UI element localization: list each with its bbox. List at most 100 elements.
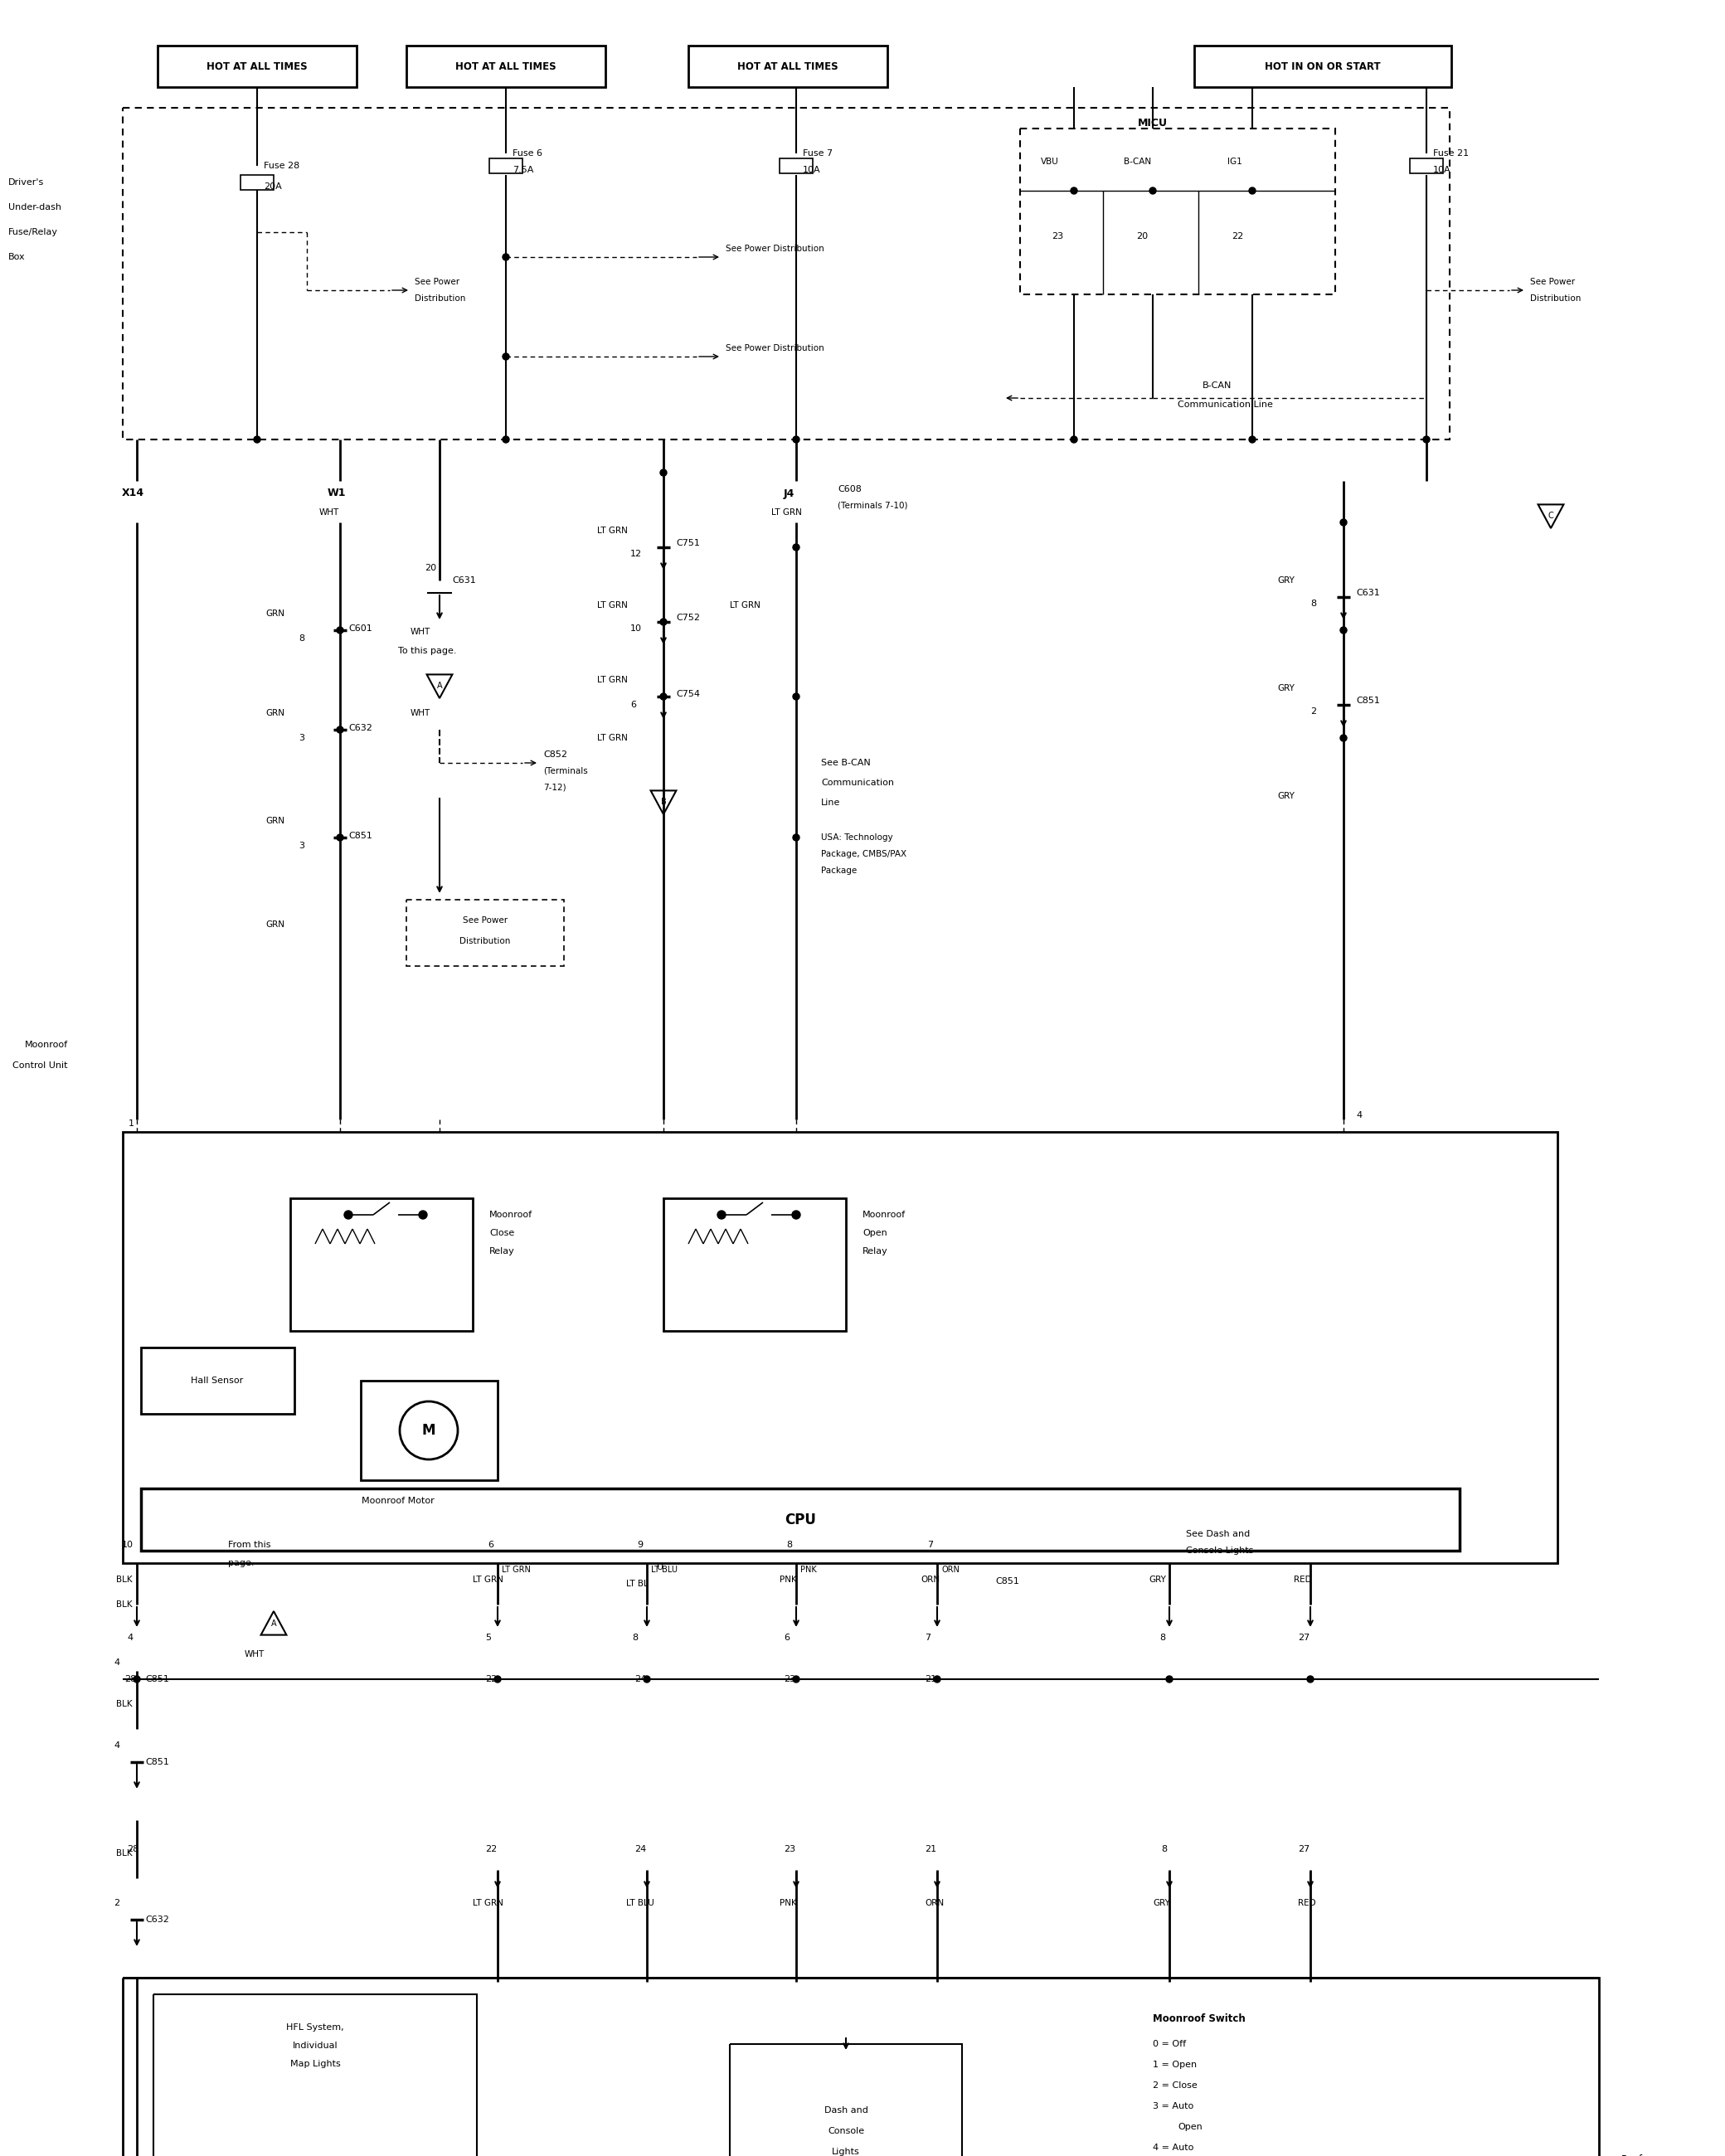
- Text: IG1: IG1: [1228, 157, 1242, 166]
- Text: 24: 24: [635, 1675, 647, 1684]
- Text: See Dash and: See Dash and: [1187, 1531, 1251, 1537]
- Text: Box: Box: [9, 252, 26, 261]
- Circle shape: [661, 470, 668, 476]
- Bar: [490, 157, 523, 172]
- Bar: [1409, 157, 1444, 172]
- Text: Fuse 28: Fuse 28: [264, 162, 300, 170]
- Text: 7: 7: [925, 1634, 930, 1643]
- Text: BLK: BLK: [116, 1699, 133, 1708]
- Text: Individual: Individual: [293, 2042, 338, 2050]
- Text: GRN: GRN: [266, 709, 285, 718]
- Text: LT GRN: LT GRN: [597, 675, 628, 683]
- Text: A: A: [271, 1619, 276, 1628]
- Text: 10: 10: [630, 625, 642, 632]
- Text: C851: C851: [348, 832, 373, 841]
- Circle shape: [1071, 188, 1078, 194]
- Text: GRY: GRY: [1277, 683, 1294, 692]
- Text: 7.5A: 7.5A: [512, 166, 533, 175]
- Text: C851: C851: [145, 1757, 169, 1766]
- Text: Lights: Lights: [831, 2147, 859, 2156]
- Text: 8: 8: [298, 634, 305, 642]
- Text: Fuse 6: Fuse 6: [512, 149, 542, 157]
- Text: Fuse 21: Fuse 21: [1433, 149, 1470, 157]
- Text: ORN: ORN: [925, 1899, 944, 1908]
- Text: WHT: WHT: [411, 709, 431, 718]
- Text: 4: 4: [1356, 1110, 1361, 1119]
- Bar: [688, 45, 887, 86]
- Text: C852: C852: [543, 750, 568, 759]
- Text: Relay: Relay: [490, 1246, 514, 1255]
- Text: 2: 2: [114, 1899, 119, 1908]
- Text: LT GRN: LT GRN: [502, 1565, 531, 1574]
- Circle shape: [1249, 188, 1256, 194]
- Text: LT GRN: LT GRN: [597, 602, 628, 610]
- Circle shape: [336, 834, 343, 841]
- Text: 22: 22: [485, 1675, 497, 1684]
- Text: Dash and: Dash and: [825, 2106, 868, 2115]
- Text: Package: Package: [821, 867, 857, 875]
- Text: MICU: MICU: [1138, 116, 1168, 127]
- Text: WHT: WHT: [245, 1649, 264, 1658]
- Text: 21: 21: [925, 1675, 937, 1684]
- Text: WHT: WHT: [411, 627, 431, 636]
- Circle shape: [502, 354, 509, 360]
- Bar: [780, 157, 812, 172]
- Text: See B-CAN: See B-CAN: [821, 759, 871, 768]
- Text: Fuse/Relay: Fuse/Relay: [9, 229, 59, 237]
- Circle shape: [254, 436, 260, 442]
- Text: C608: C608: [838, 485, 861, 494]
- Text: LT GRN: LT GRN: [597, 733, 628, 742]
- Circle shape: [1308, 1675, 1314, 1682]
- Text: WHT: WHT: [319, 509, 340, 517]
- Text: Close: Close: [490, 1229, 514, 1238]
- Text: 22: 22: [485, 1846, 497, 1854]
- Text: 7-12): 7-12): [543, 783, 566, 791]
- Bar: [407, 45, 605, 86]
- Text: C754: C754: [676, 690, 700, 699]
- Text: USA: Technology: USA: Technology: [821, 834, 894, 841]
- Text: 27: 27: [1297, 1634, 1309, 1643]
- Text: C632: C632: [145, 1915, 169, 1923]
- Text: 22: 22: [1232, 233, 1244, 241]
- Bar: [407, 899, 564, 966]
- Bar: [290, 1199, 473, 1330]
- Text: A: A: [436, 681, 442, 690]
- Text: W1: W1: [328, 487, 347, 498]
- Text: 4: 4: [114, 1742, 119, 1751]
- Text: B-CAN: B-CAN: [1202, 382, 1232, 390]
- Text: Fuse 7: Fuse 7: [802, 149, 833, 157]
- Text: Moonroof Motor: Moonroof Motor: [362, 1496, 435, 1505]
- Circle shape: [794, 543, 799, 550]
- Circle shape: [345, 1212, 352, 1218]
- Text: Open: Open: [1178, 2124, 1202, 2130]
- Text: HOT AT ALL TIMES: HOT AT ALL TIMES: [737, 60, 838, 71]
- Text: C751: C751: [676, 539, 700, 548]
- Text: U: U: [657, 1563, 664, 1572]
- Text: Map Lights: Map Lights: [290, 2059, 340, 2068]
- Text: Package, CMBS/PAX: Package, CMBS/PAX: [821, 849, 907, 858]
- Text: 4 = Auto: 4 = Auto: [1152, 2143, 1194, 2152]
- Circle shape: [1340, 520, 1347, 526]
- Text: RED: RED: [1297, 1899, 1316, 1908]
- Circle shape: [794, 834, 799, 841]
- Text: CPU: CPU: [785, 1514, 816, 1526]
- Text: 21: 21: [925, 1846, 937, 1854]
- Bar: [664, 1199, 845, 1330]
- Circle shape: [933, 1675, 940, 1682]
- Text: HFL System,: HFL System,: [286, 2022, 343, 2031]
- Text: 6: 6: [630, 701, 637, 709]
- Text: LT BLU: LT BLU: [650, 1565, 678, 1574]
- Text: From this: From this: [228, 1542, 271, 1548]
- Text: GRN: GRN: [266, 921, 285, 929]
- Text: ORN: ORN: [921, 1576, 940, 1585]
- Text: Control Unit: Control Unit: [12, 1061, 67, 1069]
- Circle shape: [794, 1675, 799, 1682]
- Text: Driver's: Driver's: [9, 179, 45, 188]
- Text: B: B: [661, 798, 666, 806]
- Text: LT GRN: LT GRN: [730, 602, 761, 610]
- Circle shape: [1423, 436, 1430, 442]
- Text: See Power: See Power: [1530, 278, 1575, 287]
- Text: 1 = Open: 1 = Open: [1152, 2061, 1197, 2070]
- Text: BLK: BLK: [116, 1850, 133, 1858]
- Text: C632: C632: [348, 724, 373, 733]
